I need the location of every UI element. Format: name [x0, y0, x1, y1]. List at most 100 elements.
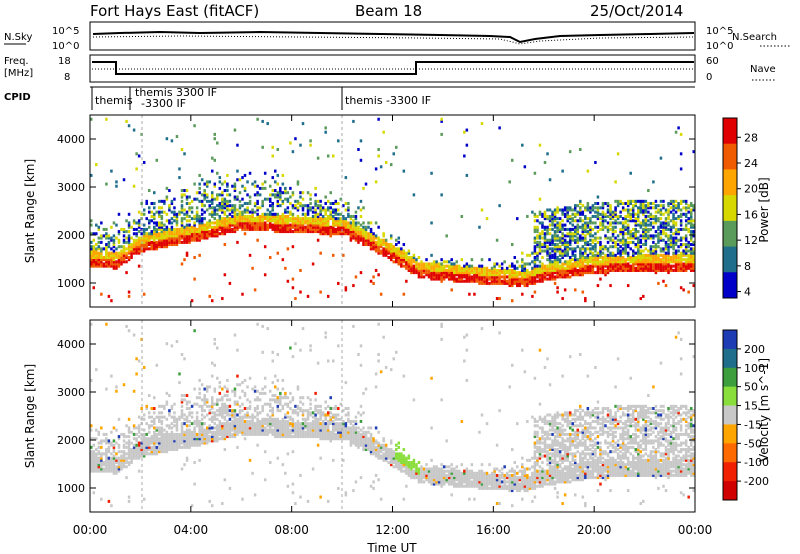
power-cell [332, 210, 335, 214]
velocity-cell [256, 404, 259, 408]
velocity-cell [238, 417, 242, 421]
power-cell [568, 214, 572, 218]
power-cell [332, 221, 335, 225]
velocity-cell [243, 407, 247, 410]
velocity-cell [299, 473, 302, 477]
power-cell [611, 221, 615, 225]
velocity-cell [132, 389, 136, 393]
power-cell [538, 277, 542, 281]
power-cell [412, 193, 416, 197]
power-cell [248, 202, 252, 205]
power-cell [357, 206, 360, 210]
power-cell [90, 240, 93, 244]
power-cell [659, 262, 663, 266]
power-cell [362, 234, 365, 238]
power-cell [447, 275, 451, 279]
power-cell [349, 214, 353, 218]
power-cell [173, 232, 176, 236]
power-cell [483, 281, 486, 285]
power-cell [127, 243, 131, 247]
power-cell [112, 238, 116, 242]
power-cell [279, 195, 282, 199]
power-cell [357, 236, 360, 240]
power-cell [127, 245, 131, 249]
power-cell [639, 238, 643, 242]
power-cell [468, 268, 471, 272]
velocity-cell [311, 419, 315, 423]
power-cell [425, 266, 428, 270]
power-cell [198, 230, 201, 234]
power-cell [624, 249, 627, 253]
power-cell [142, 292, 146, 296]
power-cell [649, 212, 653, 216]
power-cell [596, 208, 600, 212]
power-cell [659, 264, 663, 268]
power-cell [377, 154, 380, 158]
power-cell [158, 243, 161, 247]
power-cell [384, 240, 388, 244]
velocity-cell [236, 417, 239, 421]
power-cell [110, 225, 113, 229]
power-cell [639, 240, 643, 244]
power-cell [170, 238, 174, 242]
power-cell [689, 247, 693, 251]
power-cell [306, 208, 310, 212]
power-cell [178, 240, 181, 244]
power-cell [347, 208, 350, 212]
power-cell [120, 262, 123, 266]
velocity-cell [180, 441, 184, 445]
velocity-cell [140, 437, 143, 441]
power-cell [584, 258, 587, 262]
power-cell [289, 225, 292, 229]
velocity-cell [110, 469, 113, 473]
power-cell [503, 273, 506, 277]
power-cell [664, 262, 668, 266]
power-cell [566, 210, 569, 214]
power-cell [132, 251, 136, 255]
power-cell [631, 266, 635, 270]
power-cell [311, 221, 315, 225]
power-cell [662, 253, 665, 257]
power-cell [475, 279, 479, 283]
power-cell [631, 236, 635, 240]
power-cell [412, 253, 416, 257]
power-cell [488, 268, 491, 272]
velocity-cell [147, 437, 151, 441]
velocity-cell [107, 467, 111, 471]
power-cell [606, 236, 610, 240]
velocity-cell [274, 417, 277, 421]
velocity-cell [211, 437, 214, 441]
velocity-cell [211, 407, 214, 410]
power-cell [362, 243, 365, 247]
power-cell [190, 210, 194, 214]
power-cell [662, 262, 665, 266]
velocity-cell [223, 409, 227, 413]
power-cell [279, 225, 282, 229]
power-cell [692, 258, 695, 262]
power-cell [205, 234, 209, 238]
velocity-cell [213, 389, 217, 393]
power-cell [689, 258, 693, 262]
velocity-cell [97, 461, 101, 464]
power-cell [664, 234, 668, 238]
power-cell [556, 268, 559, 272]
power-cell [637, 217, 640, 221]
power-cell [130, 247, 133, 251]
velocity-cell [218, 430, 222, 434]
velocity-cell [183, 413, 186, 417]
power-cell [644, 253, 648, 257]
power-cell [150, 219, 153, 223]
power-cell [281, 212, 285, 216]
power-cell [659, 217, 663, 221]
velocity-cell [122, 454, 126, 458]
power-cell [231, 206, 234, 210]
velocity-cell [226, 409, 229, 413]
velocity-cell [110, 461, 113, 464]
power-cell [689, 238, 693, 242]
power-cell [614, 264, 617, 268]
velocity-cell [183, 443, 186, 447]
power-cell [551, 262, 554, 266]
power-cell [553, 249, 557, 253]
power-cell [92, 286, 96, 290]
power-cell [674, 221, 678, 225]
